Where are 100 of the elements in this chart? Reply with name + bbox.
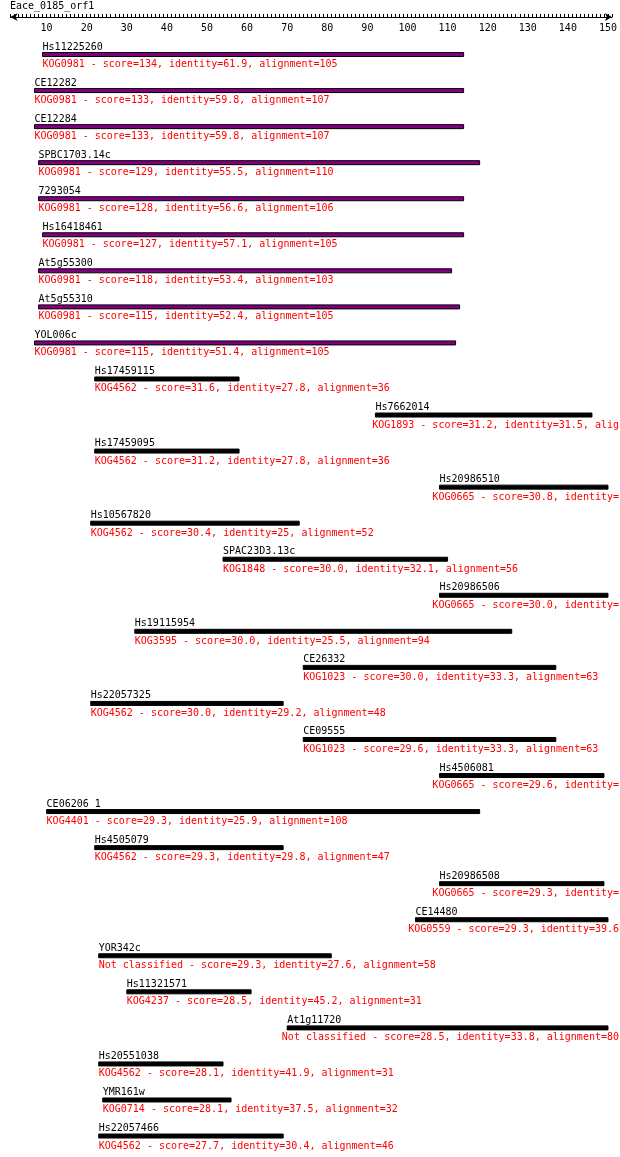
bar (302, 664, 557, 670)
bar (286, 1025, 609, 1031)
bar (42, 52, 465, 58)
x-tick-label: 10 (40, 21, 53, 33)
bar (439, 881, 605, 887)
bar (94, 845, 284, 851)
bar (134, 628, 513, 634)
annotation: KOG0665 - score=30.8, identity= (432, 490, 619, 502)
annotation: KOG4562 - score=31.2, identity=27.8, alignment=36 (94, 454, 390, 466)
bar (415, 917, 609, 923)
bar (94, 448, 240, 454)
annotation: KOG0981 - score=115, identity=52.4, alignment=105 (38, 310, 334, 322)
annotation: KOG0981 - score=115, identity=51.4, alignment=105 (34, 346, 330, 358)
y-tick-label: At5g55300 (38, 256, 93, 268)
y-tick-label: Hs16418461 (42, 220, 103, 232)
annotation: KOG4562 - score=30.0, identity=29.2, alignment=48 (90, 706, 386, 718)
y-tick-label: Hs22057466 (98, 1122, 159, 1134)
bar (439, 773, 605, 779)
annotation: KOG0665 - score=29.6, identity= (432, 779, 619, 791)
bar (38, 160, 481, 166)
x-tick-label: 60 (241, 21, 254, 33)
y-tick-label: YOR342c (98, 941, 141, 953)
bar (126, 989, 252, 995)
x-tick-label: 30 (120, 21, 133, 33)
bar (302, 736, 557, 742)
bar (98, 1061, 224, 1067)
y-tick-label: CE12284 (34, 112, 77, 124)
annotation: KOG1893 - score=31.2, identity=31.5, alig (372, 418, 619, 430)
bar (98, 1133, 284, 1139)
y-tick-label: Hs20551038 (98, 1049, 159, 1061)
y-tick-label: At1g11720 (287, 1013, 342, 1025)
x-tick-label: 20 (80, 21, 93, 33)
y-tick-label: Hs22057325 (90, 689, 151, 701)
x-tick-label: 100 (398, 21, 417, 33)
x-tick-label: 130 (518, 21, 537, 33)
y-tick-label: Hs4506081 (439, 761, 494, 773)
x-tick-label: 120 (478, 21, 497, 33)
annotation: KOG0665 - score=29.3, identity= (432, 887, 619, 899)
annotation: KOG0981 - score=133, identity=59.8, alignment=107 (34, 94, 330, 106)
y-tick-label: Hs11321571 (126, 977, 187, 989)
bar (34, 124, 465, 130)
y-tick-label: SPAC23D3.13c (223, 545, 296, 557)
bar (98, 953, 332, 959)
x-tick-label: 140 (558, 21, 577, 33)
y-tick-label: YMR161w (102, 1085, 146, 1097)
bar (38, 304, 461, 310)
y-tick-label: Hs20986510 (439, 473, 500, 485)
annotation: KOG1023 - score=29.6, identity=33.3, alignment=63 (303, 742, 599, 754)
annotation: KOG4562 - score=29.3, identity=29.8, alignment=47 (94, 851, 390, 863)
x-tick-label: 70 (281, 21, 294, 33)
x-tick-label: 90 (361, 21, 374, 33)
annotation: KOG4237 - score=28.5, identity=45.2, alignment=31 (126, 995, 422, 1007)
y-tick-label: Hs17459115 (94, 364, 155, 376)
annotation: KOG4562 - score=30.4, identity=25, alignment=52 (90, 526, 374, 538)
annotation: KOG0981 - score=128, identity=56.6, alignment=106 (38, 202, 334, 214)
y-tick-label: 7293054 (38, 184, 81, 196)
y-tick-label: Hs20986508 (439, 869, 500, 881)
y-tick-label: CE06206_1 (46, 797, 101, 810)
bar (38, 196, 465, 202)
x-tick-label: 40 (160, 21, 173, 33)
bar (46, 809, 481, 815)
y-tick-label: Hs7662014 (375, 401, 430, 413)
bar (90, 520, 300, 526)
annotation: KOG0981 - score=118, identity=53.4, alignment=103 (38, 274, 334, 286)
annotation: KOG4562 - score=28.1, identity=41.9, alignment=31 (98, 1067, 394, 1079)
x-tick-label: 110 (438, 21, 457, 33)
y-tick-label: CE09555 (303, 725, 346, 737)
annotation: KOG0665 - score=30.0, identity= (432, 598, 619, 610)
bar (34, 340, 457, 346)
bar (34, 88, 465, 94)
annotation: KOG4401 - score=29.3, identity=25.9, alignment=108 (46, 815, 348, 827)
annotation: KOG0981 - score=134, identity=61.9, alignment=105 (42, 58, 338, 70)
bar (90, 700, 284, 706)
y-tick-label: At5g55310 (38, 292, 93, 304)
x-tick-label: 80 (321, 21, 334, 33)
annotation: Not classified - score=28.5, identity=33.8, alignment=80 (281, 1031, 620, 1043)
y-tick-label: CE14480 (415, 905, 458, 917)
bar (222, 556, 449, 562)
annotation: KOG1023 - score=30.0, identity=33.3, alignment=63 (303, 670, 599, 682)
y-tick-label: Hs19115954 (134, 617, 196, 629)
y-tick-label: Hs10567820 (90, 509, 151, 521)
annotation: KOG3595 - score=30.0, identity=25.5, alignment=94 (134, 634, 430, 646)
y-tick-label: YOL006c (34, 328, 77, 340)
bar (374, 412, 593, 418)
y-tick-label: CE12282 (34, 76, 77, 88)
annotation: KOG0559 - score=29.3, identity=39.6 (408, 923, 619, 935)
annotation: KOG1848 - score=30.0, identity=32.1, alignment=56 (223, 562, 519, 574)
annotation: KOG0714 - score=28.1, identity=37.5, alignment=32 (102, 1103, 398, 1115)
y-tick-label: Hs4505079 (94, 833, 149, 845)
bar (439, 484, 609, 490)
annotation: Not classified - score=29.3, identity=27.6, alignment=58 (98, 959, 436, 971)
annotation: KOG0981 - score=127, identity=57.1, alignment=105 (42, 238, 338, 250)
y-tick-label: Hs20986506 (439, 581, 500, 593)
x-tick-label: 150 (598, 21, 617, 33)
annotation: KOG0981 - score=133, identity=59.8, alignment=107 (34, 130, 330, 142)
y-tick-label: SPBC1703.14c (38, 148, 111, 160)
annotation: KOG4562 - score=31.6, identity=27.8, alignment=36 (94, 382, 390, 394)
y-tick-label: Hs17459095 (94, 437, 155, 449)
chart-title: Eace_0185_orf1 (10, 0, 95, 12)
y-tick-label: CE26332 (303, 653, 346, 665)
